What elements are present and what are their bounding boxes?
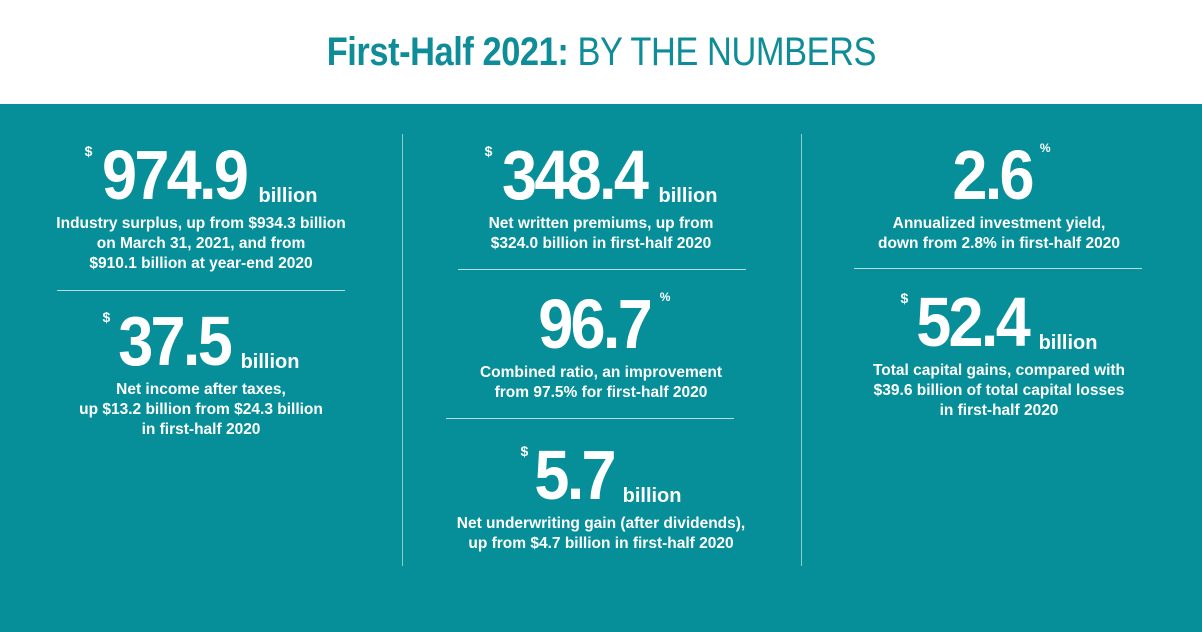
page-title: First-Half 2021: BY THE NUMBERS — [326, 29, 876, 75]
stat-combined-ratio: 96.7 % Combined ratio, an improvement fr… — [420, 289, 782, 403]
stat-figure: $ 37.5 billion — [20, 306, 382, 376]
description-line: Combined ratio, an improvement — [479, 364, 722, 381]
stat-unit: billion — [1038, 332, 1098, 354]
description-line: $910.1 billion at year-end 2020 — [89, 255, 313, 272]
currency-symbol: $ — [102, 309, 111, 325]
stat-value: 37.5 — [118, 302, 234, 380]
stat-value: 5.7 — [534, 436, 617, 514]
stat-unit: billion — [622, 485, 682, 507]
divider-col2-b — [446, 418, 734, 419]
stat-net-written-premiums: $ 348.4 billion Net written premiums, up… — [420, 140, 782, 254]
description-line: Annualized investment yield, — [892, 215, 1106, 232]
percent-symbol: % — [659, 290, 671, 304]
stat-description: Total capital gains, compared with $39.6… — [818, 361, 1180, 421]
description-line: on March 31, 2021, and from — [96, 235, 306, 252]
currency-symbol: $ — [84, 143, 93, 159]
divider-col2-a — [458, 269, 746, 270]
stat-value: 52.4 — [916, 283, 1032, 361]
stat-figure: $ 348.4 billion — [420, 140, 782, 210]
description-line: in first-half 2020 — [939, 402, 1059, 419]
description-line: up from $4.7 billion in first-half 2020 — [468, 535, 734, 552]
stat-description: Combined ratio, an improvement from 97.5… — [420, 363, 782, 403]
stat-industry-surplus: $ 974.9 billion Industry surplus, up fro… — [20, 140, 382, 274]
divider-col1 — [57, 290, 345, 291]
stat-unit: billion — [658, 185, 718, 207]
currency-symbol: $ — [484, 143, 493, 159]
stat-description: Net underwriting gain (after dividends),… — [420, 514, 782, 554]
stat-description: Net income after taxes, up $13.2 billion… — [20, 380, 382, 440]
currency-symbol: $ — [900, 290, 909, 306]
description-line: in first-half 2020 — [141, 421, 261, 438]
description-line: $324.0 billion in first-half 2020 — [490, 235, 712, 252]
description-line: down from 2.8% in first-half 2020 — [877, 235, 1121, 252]
description-line: Net underwriting gain (after dividends), — [456, 515, 746, 532]
description-line: from 97.5% for first-half 2020 — [494, 384, 708, 401]
description-line: up $13.2 billion from $24.3 billion — [79, 401, 323, 418]
stat-investment-yield: 2.6 % Annualized investment yield, down … — [818, 140, 1180, 254]
description-line: Industry surplus, up from $934.3 billion — [56, 215, 346, 232]
stat-net-income: $ 37.5 billion Net income after taxes, u… — [20, 306, 382, 440]
stat-value: 96.7 — [537, 285, 653, 363]
description-line: Net income after taxes, — [116, 381, 286, 398]
stat-capital-gains: $ 52.4 billion Total capital gains, comp… — [818, 287, 1180, 421]
title-light: BY THE NUMBERS — [577, 29, 876, 74]
stat-figure: 96.7 % — [420, 289, 782, 359]
stat-description: Industry surplus, up from $934.3 billion… — [20, 214, 382, 274]
stat-description: Net written premiums, up from $324.0 bil… — [420, 214, 782, 254]
description-line: Net written premiums, up from — [488, 215, 714, 232]
divider-col3 — [854, 268, 1142, 269]
stat-value: 2.6 — [951, 136, 1034, 214]
percent-symbol: % — [1039, 141, 1051, 155]
column-divider-1 — [402, 134, 403, 566]
description-line: Total capital gains, compared with — [872, 362, 1126, 379]
stat-figure: $ 5.7 billion — [420, 440, 782, 510]
stat-unit: billion — [240, 351, 300, 373]
stat-underwriting-gain: $ 5.7 billion Net underwriting gain (aft… — [420, 440, 782, 554]
stat-figure: $ 52.4 billion — [818, 287, 1180, 357]
stat-figure: $ 974.9 billion — [20, 140, 382, 210]
currency-symbol: $ — [520, 443, 529, 459]
stat-figure: 2.6 % — [818, 140, 1180, 210]
column-divider-2 — [801, 134, 802, 566]
stat-unit: billion — [258, 185, 318, 207]
title-bold: First-Half 2021: — [326, 29, 568, 74]
header: First-Half 2021: BY THE NUMBERS — [0, 0, 1202, 104]
stats-panel — [0, 104, 1202, 632]
stat-value: 348.4 — [502, 136, 649, 214]
stat-description: Annualized investment yield, down from 2… — [818, 214, 1180, 254]
description-line: $39.6 billion of total capital losses — [873, 382, 1125, 399]
stat-value: 974.9 — [102, 136, 249, 214]
